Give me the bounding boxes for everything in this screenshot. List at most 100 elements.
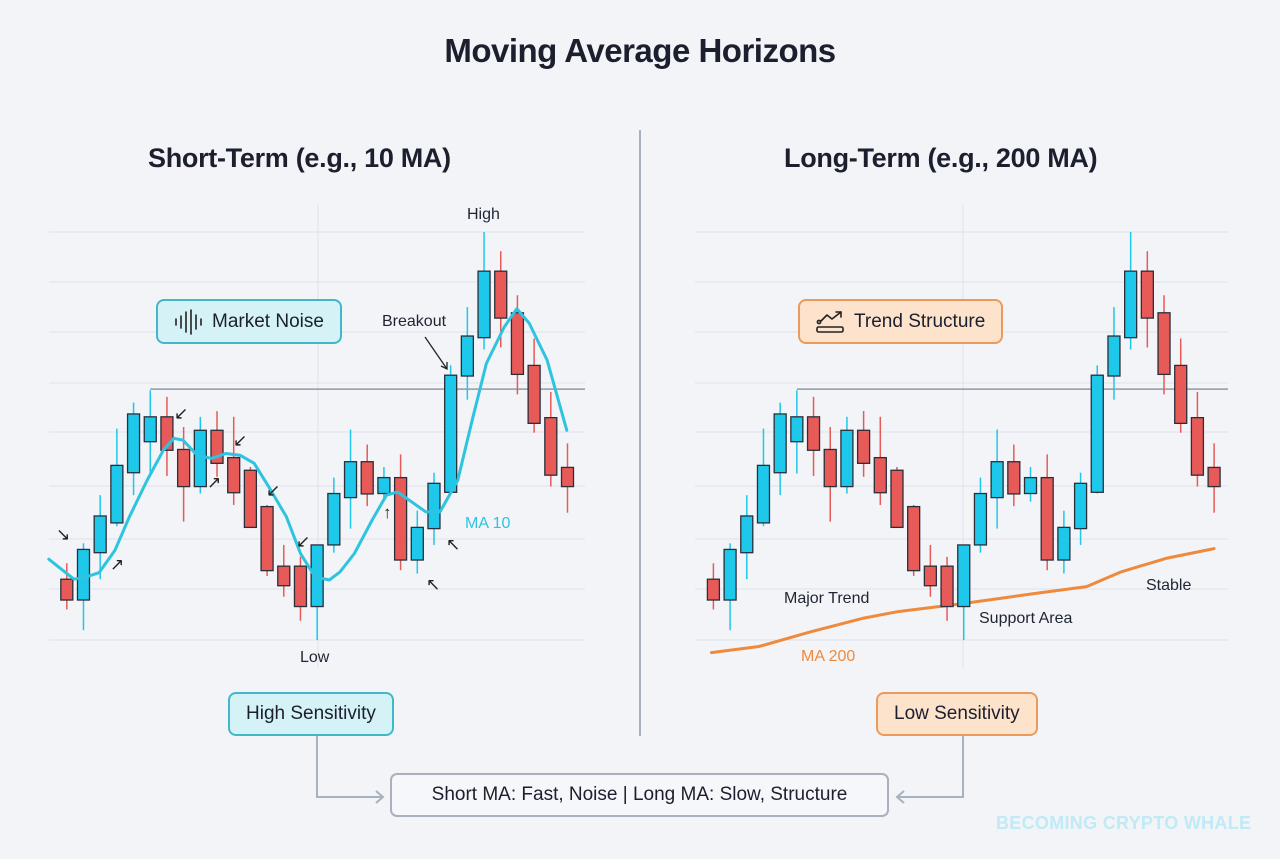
high-sensitivity-label: High Sensitivity xyxy=(246,703,376,724)
bearish-candle xyxy=(890,469,904,529)
arrow-up-left-icon: ↖ xyxy=(446,535,461,554)
bullish-candle xyxy=(477,270,491,339)
bearish-candle xyxy=(940,565,954,608)
bullish-candle xyxy=(1090,374,1104,493)
short-term-heading: Short-Term (e.g., 10 MA) xyxy=(148,143,451,173)
bullish-candle xyxy=(93,515,107,554)
sound-wave-icon xyxy=(175,308,202,335)
bullish-candle xyxy=(790,416,804,443)
bullish-candle xyxy=(1124,270,1138,339)
long-term-heading: Long-Term (e.g., 200 MA) xyxy=(784,143,1098,173)
market-noise-label: Market Noise xyxy=(212,310,324,332)
bullish-candle xyxy=(444,374,458,493)
bullish-candle xyxy=(740,515,754,554)
bullish-candle xyxy=(840,429,854,488)
low-sensitivity-label: Low Sensitivity xyxy=(894,703,1020,724)
bearish-candle xyxy=(260,505,274,572)
ma200-label: MA 200 xyxy=(801,648,856,665)
bullish-candle xyxy=(990,461,1004,499)
bullish-candle xyxy=(1073,482,1088,530)
bearish-candle xyxy=(1190,416,1205,476)
bearish-candle xyxy=(560,466,575,488)
bearish-candle xyxy=(1174,364,1188,425)
bearish-candle xyxy=(907,505,921,572)
bullish-candle xyxy=(126,413,141,474)
page-title: Moving Average Horizons xyxy=(444,32,836,69)
arrow-up-right-icon: ↗ xyxy=(110,555,125,574)
bearish-candle xyxy=(176,448,191,488)
bullish-candle xyxy=(460,335,475,377)
bearish-candle xyxy=(544,416,558,476)
bullish-candle xyxy=(343,461,358,499)
breakout-arrow xyxy=(424,336,448,370)
stable-label: Stable xyxy=(1146,577,1192,594)
bullish-candle xyxy=(427,482,441,530)
bearish-candle xyxy=(856,429,871,464)
bearish-candle xyxy=(60,578,74,601)
connector-left xyxy=(316,710,382,798)
bearish-candle xyxy=(823,448,837,488)
bullish-candle xyxy=(957,544,971,608)
bearish-candle xyxy=(1157,312,1171,376)
bearish-candle xyxy=(706,578,721,601)
bearish-candle xyxy=(806,416,821,451)
bullish-candle xyxy=(110,464,124,524)
bearish-candle xyxy=(1140,270,1154,319)
arrow-up-right-icon: ↗ xyxy=(207,473,222,492)
bullish-candle xyxy=(76,548,91,601)
low-label: Low xyxy=(300,649,330,666)
trend-structure-badge: Trend Structure xyxy=(798,299,1004,344)
ma200-line xyxy=(709,547,1216,655)
bearish-candle xyxy=(494,270,508,319)
support-area-label: Support Area xyxy=(979,610,1073,627)
arrow-down-right-icon: ↘ xyxy=(56,525,71,544)
panel-divider xyxy=(639,130,641,736)
bullish-candle xyxy=(973,492,988,546)
bearish-candle xyxy=(1207,466,1221,488)
bearish-candle xyxy=(227,456,241,494)
bearish-candle xyxy=(873,456,887,494)
breakout-arrowhead xyxy=(440,362,448,371)
bearish-candle xyxy=(1040,476,1054,561)
bearish-candle xyxy=(243,469,258,529)
bullish-candle xyxy=(773,413,787,474)
long-term-chart xyxy=(695,205,1228,668)
arrow-down-left-icon: ↙ xyxy=(266,481,281,500)
trend-structure-label: Trend Structure xyxy=(854,310,986,332)
bearish-candle xyxy=(1007,461,1021,495)
high-label: High xyxy=(467,206,500,223)
bullish-candle xyxy=(193,429,207,488)
summary-box: Short MA: Fast, Noise | Long MA: Slow, S… xyxy=(390,773,889,817)
bullish-candle xyxy=(310,544,324,608)
short-term-chart xyxy=(47,205,585,668)
bullish-candle xyxy=(756,464,771,524)
major-trend-label: Major Trend xyxy=(784,590,870,607)
connector-right xyxy=(898,710,964,798)
trend-chart-icon xyxy=(816,310,844,333)
breakout-label: Breakout xyxy=(382,313,447,330)
high-sensitivity-box: High Sensitivity xyxy=(228,692,394,736)
market-noise-badge: Market Noise xyxy=(156,299,342,344)
bearish-candle xyxy=(510,312,525,376)
low-sensitivity-box: Low Sensitivity xyxy=(876,692,1038,736)
connector-right-arrowhead xyxy=(895,790,905,804)
bullish-candle xyxy=(410,526,424,561)
bullish-candle xyxy=(377,476,391,495)
bearish-candle xyxy=(293,565,308,608)
bearish-candle xyxy=(527,364,541,425)
bearish-candle xyxy=(923,565,938,587)
arrow-up-left-icon: ↖ xyxy=(426,575,441,594)
arrow-up-icon: ↑ xyxy=(383,503,392,522)
bullish-candle xyxy=(1057,526,1071,561)
bullish-candle xyxy=(723,548,737,601)
bullish-candle xyxy=(1023,476,1038,495)
bullish-candle xyxy=(1107,335,1121,377)
bullish-candle xyxy=(143,416,157,443)
bearish-candle xyxy=(393,476,408,561)
arrow-down-left-icon: ↙ xyxy=(296,532,311,551)
arrow-down-left-icon: ↙ xyxy=(233,431,248,450)
bearish-candle xyxy=(277,565,291,587)
bullish-candle xyxy=(327,492,341,546)
ma10-line xyxy=(47,307,569,582)
